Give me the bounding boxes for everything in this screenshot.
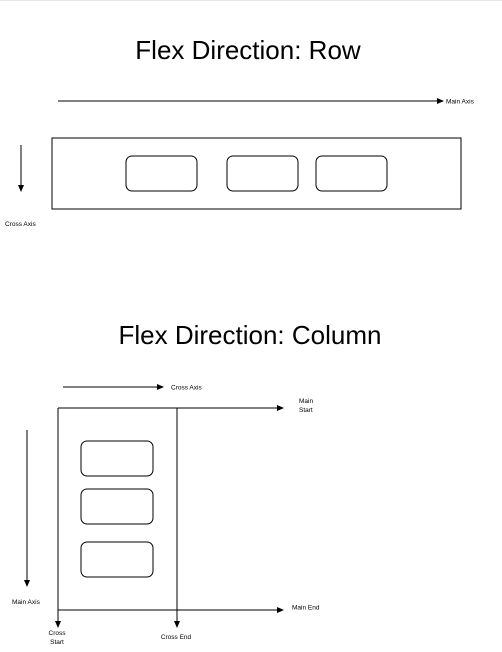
cross-end-label: Cross End xyxy=(161,634,192,641)
column-flex-item xyxy=(80,440,154,477)
main-end-label: Main End xyxy=(292,605,320,612)
main-start-label-line1: Main xyxy=(299,398,313,405)
row-diagram: Flex Direction: Row Main Axis Cross Axis xyxy=(5,35,475,228)
row-title: Flex Direction: Row xyxy=(135,35,361,65)
column-flex-item xyxy=(80,541,154,578)
row-cross-axis-label: Cross Axis xyxy=(5,221,36,228)
row-flex-item xyxy=(226,155,299,192)
column-cross-axis-label: Cross Axis xyxy=(171,385,202,392)
main-end-line xyxy=(58,607,284,613)
cross-start-line xyxy=(55,408,61,628)
cross-end-line xyxy=(174,408,180,628)
column-flex-item xyxy=(80,488,154,525)
row-flex-item xyxy=(125,155,198,192)
row-cross-axis-arrow xyxy=(18,145,24,192)
row-flex-item xyxy=(315,155,388,192)
column-title: Flex Direction: Column xyxy=(119,320,382,350)
row-main-axis-label: Main Axis xyxy=(446,99,475,106)
cross-start-label-line1: Cross xyxy=(49,630,67,637)
column-main-axis-arrow xyxy=(24,430,30,587)
main-start-line xyxy=(58,405,284,411)
column-main-axis-label: Main Axis xyxy=(12,599,41,606)
cross-start-label-line2: Start xyxy=(50,639,64,646)
main-start-label-line2: Start xyxy=(299,407,313,414)
column-diagram: Flex Direction: Column Cross Axis Main S… xyxy=(12,320,381,646)
column-cross-axis-arrow xyxy=(63,384,164,390)
row-main-axis-arrow xyxy=(58,98,444,104)
